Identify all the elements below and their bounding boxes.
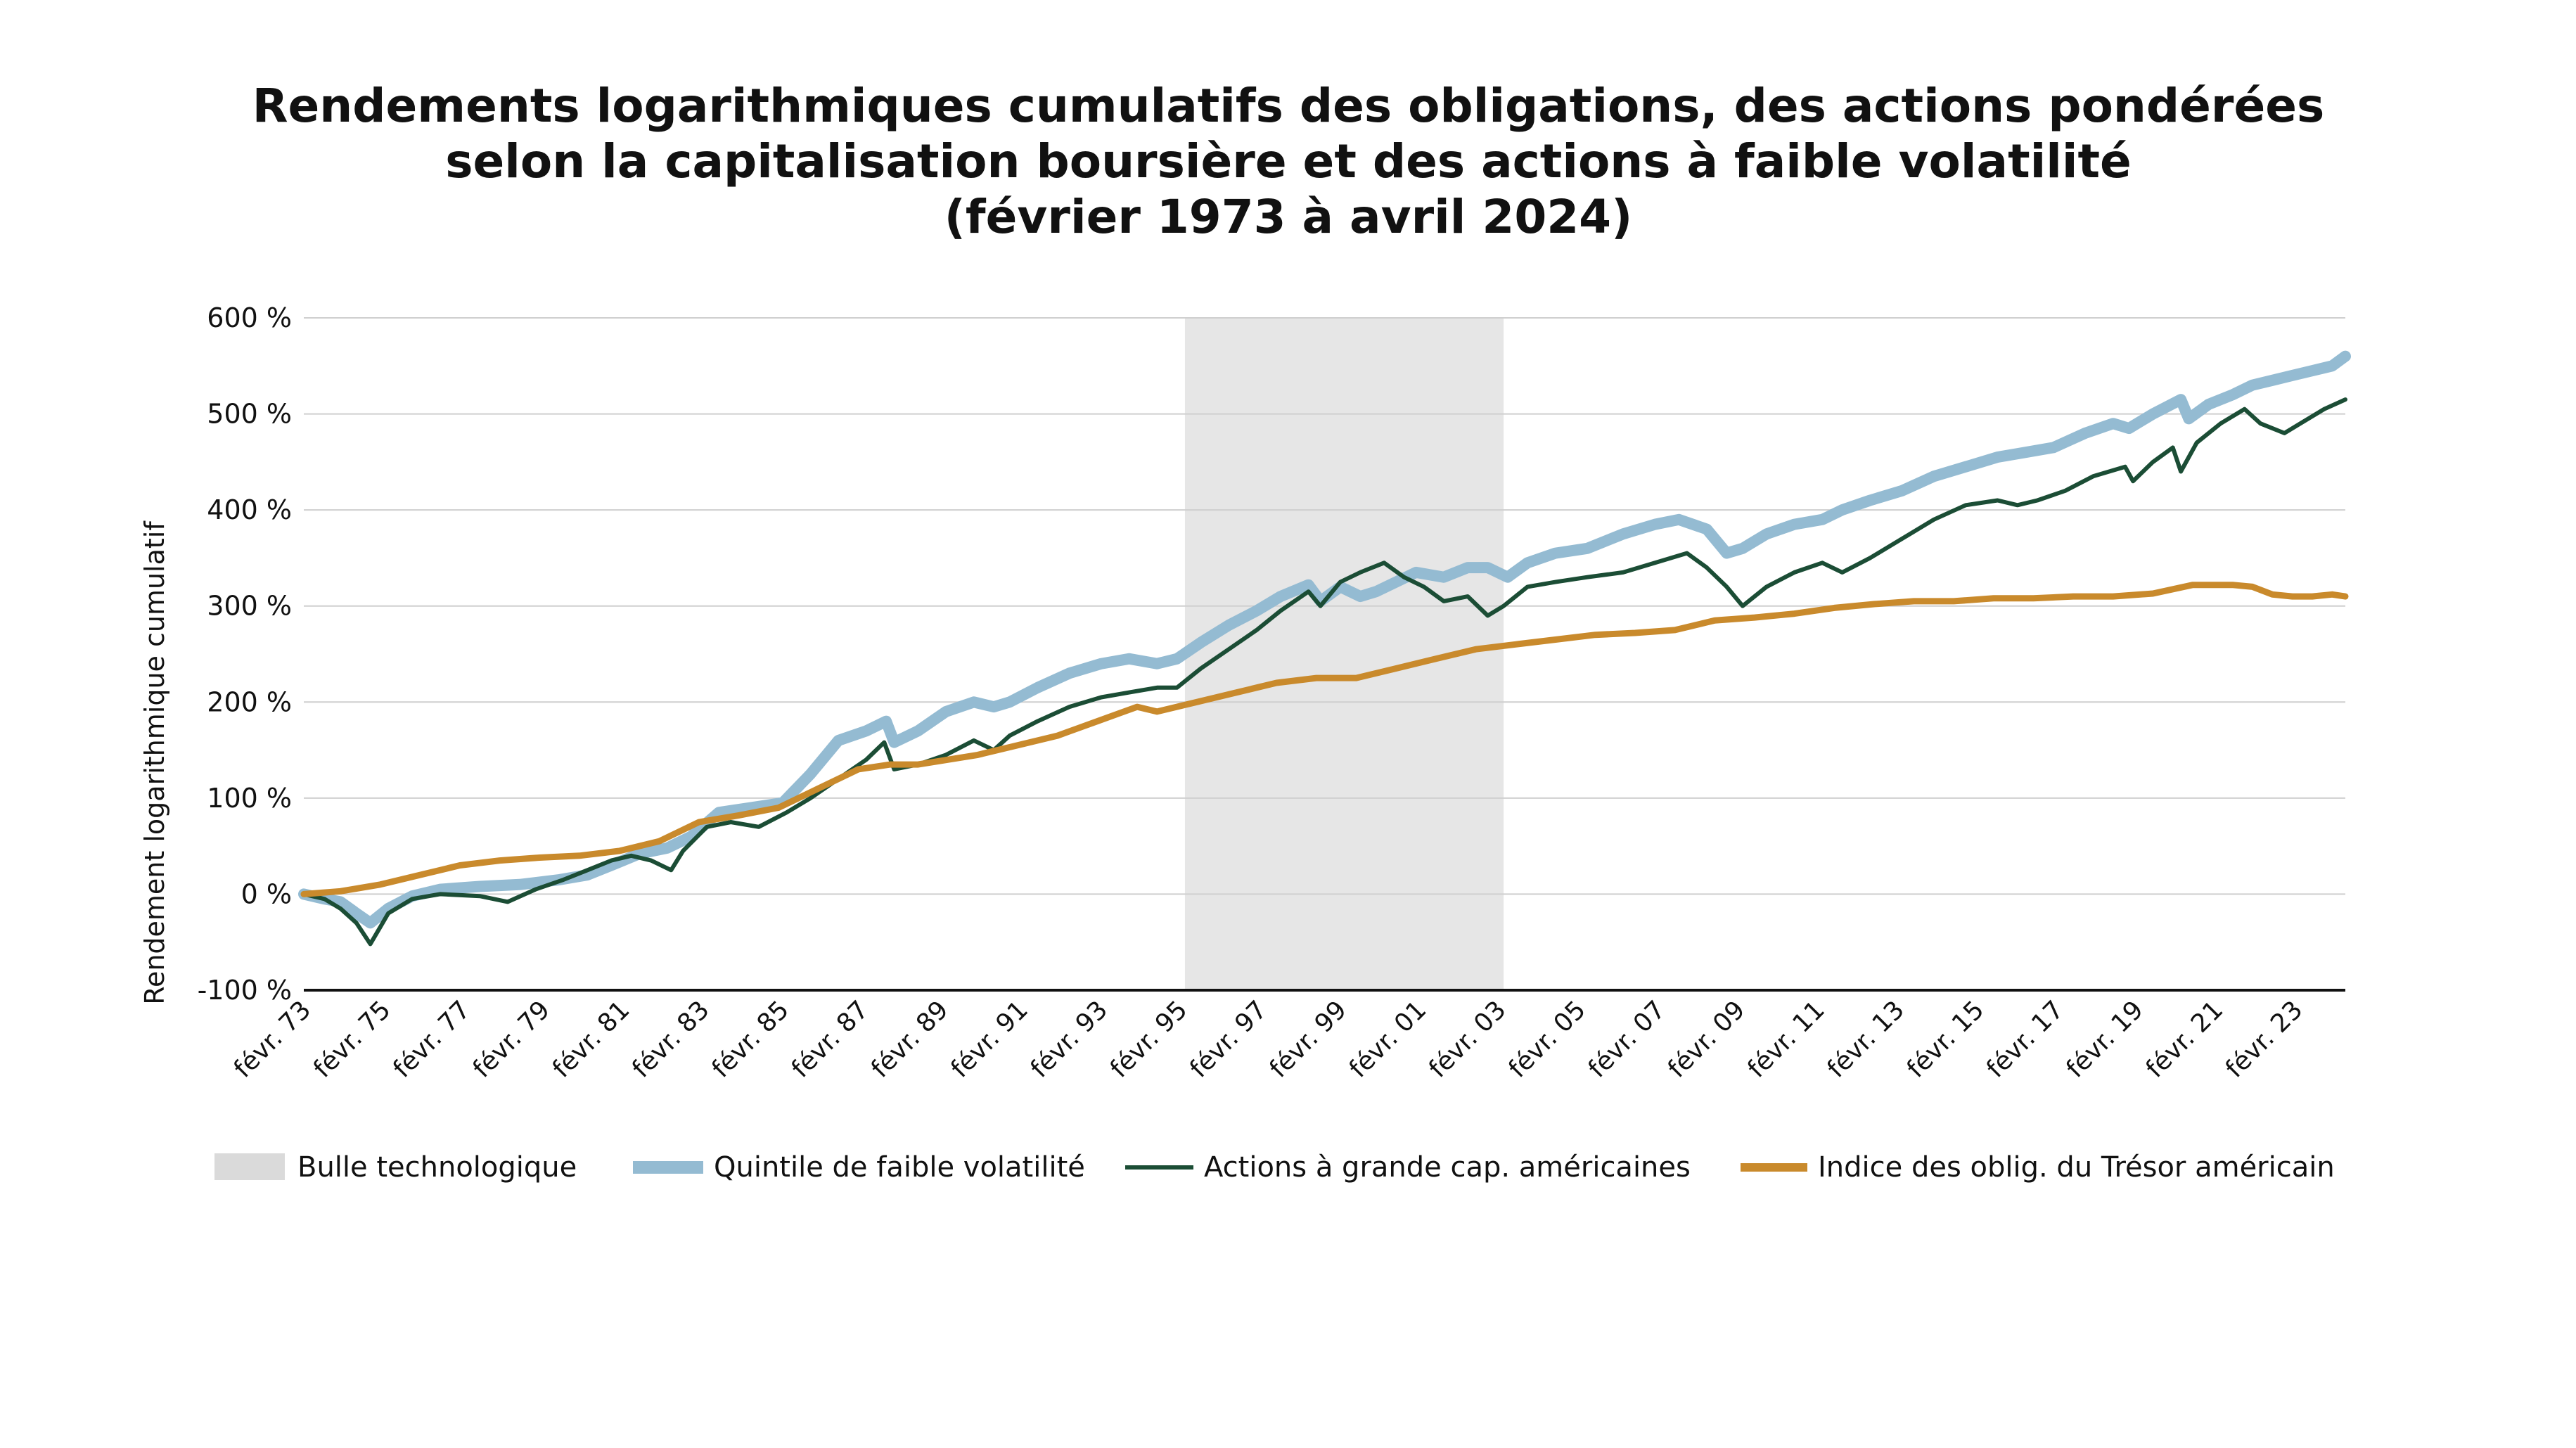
y-tick-label: 200 %: [207, 686, 292, 717]
x-tick-label: févr. 11: [1742, 995, 1830, 1083]
y-tick-label: -100 %: [198, 975, 292, 1006]
x-tick-label: févr. 79: [468, 995, 556, 1083]
y-tick-label: 0 %: [241, 878, 292, 909]
x-tick-label: févr. 89: [866, 995, 954, 1083]
y-tick-label: 600 %: [207, 302, 292, 333]
x-tick-label: févr. 21: [2141, 995, 2229, 1083]
x-tick-label: févr. 73: [229, 995, 316, 1083]
x-tick-label: févr. 05: [1504, 995, 1591, 1083]
y-tick-label: 400 %: [207, 494, 292, 525]
x-tick-label: févr. 13: [1822, 995, 1910, 1083]
x-tick-label: févr. 17: [1981, 995, 2069, 1083]
x-tick-label: févr. 81: [547, 995, 635, 1083]
x-tick-label: févr. 09: [1662, 995, 1750, 1083]
series-line-low-volatility: [298, 350, 2351, 929]
legend-item-tech-bubble: Bulle technologique: [214, 1151, 577, 1184]
legend-item-low-vol: Quintile de faible volatilité: [633, 1151, 1085, 1184]
legend-swatch-tech-bubble: [214, 1153, 285, 1180]
x-tick-label: févr. 83: [627, 995, 715, 1083]
x-tick-label: févr. 07: [1583, 995, 1671, 1083]
legend-label-low-vol: Quintile de faible volatilité: [714, 1151, 1085, 1184]
x-tick-label: févr. 23: [2220, 995, 2308, 1083]
series-lines: [298, 350, 2351, 947]
legend-label-tech-bubble: Bulle technologique: [297, 1151, 577, 1184]
series-line-treasury: [300, 582, 2349, 897]
x-tick-label: févr. 85: [707, 995, 795, 1083]
legend-label-large-cap: Actions à grande cap. américaines: [1204, 1151, 1691, 1184]
x-tick-label: févr. 91: [946, 995, 1034, 1083]
x-tick-label: févr. 01: [1344, 995, 1432, 1083]
x-tick-label: févr. 77: [388, 995, 476, 1083]
chart-title-line-2: selon la capitalisation boursière et des…: [445, 134, 2132, 188]
series-line-large-cap: [302, 397, 2347, 947]
legend: Bulle technologique Quintile de faible v…: [214, 1151, 2335, 1184]
x-tick-label: févr. 95: [1105, 995, 1193, 1083]
legend-item-large-cap: Actions à grande cap. américaines: [1125, 1151, 1691, 1184]
x-tick-label: févr. 15: [1902, 995, 1989, 1083]
x-tick-label: févr. 75: [308, 995, 396, 1083]
chart-title: Rendements logarithmiques cumulatifs des…: [252, 79, 2325, 244]
x-tick-label: févr. 93: [1025, 995, 1113, 1083]
y-tick-label: 300 %: [207, 591, 292, 622]
x-tick-label: févr. 99: [1264, 995, 1352, 1083]
plot-area: [298, 317, 2351, 992]
y-axis-ticks: 600 % 500 % 400 % 300 % 200 % 100 % 0 % -100 %: [198, 302, 292, 1006]
x-tick-label: févr. 03: [1423, 995, 1511, 1083]
x-tick-label: févr. 97: [1184, 995, 1272, 1083]
legend-label-treasury: Indice des oblig. du Trésor américain: [1818, 1151, 2335, 1184]
chart-title-line-3: (février 1973 à avril 2024): [944, 190, 1633, 244]
gridlines: [304, 317, 2345, 895]
y-tick-label: 100 %: [207, 783, 292, 814]
x-tick-label: févr. 87: [786, 995, 874, 1083]
y-tick-label: 500 %: [207, 399, 292, 430]
legend-item-treasury: Indice des oblig. du Trésor américain: [1741, 1151, 2335, 1184]
chart-title-line-1: Rendements logarithmiques cumulatifs des…: [252, 79, 2325, 133]
x-tick-label: févr. 19: [2061, 995, 2149, 1083]
y-axis-label: Rendement logarithmique cumulatif: [139, 520, 170, 1005]
